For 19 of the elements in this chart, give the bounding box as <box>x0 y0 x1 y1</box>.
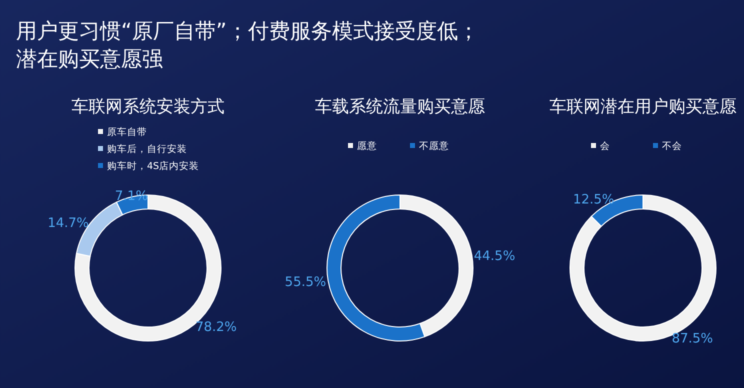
data-label: 12.5% <box>572 192 614 208</box>
legend-label: 不愿意 <box>419 140 449 152</box>
chart-title: 车联网系统安装方式 <box>72 97 224 117</box>
legend-label: 会 <box>600 140 610 152</box>
legend-label: 不会 <box>662 140 682 152</box>
data-label: 55.5% <box>284 274 326 290</box>
chart-title: 车联网潜在用户购买意愿 <box>550 97 736 117</box>
data-label: 44.5% <box>474 249 516 264</box>
legend-label: 购车时，4S店内安装 <box>107 160 200 172</box>
legend-label: 愿意 <box>357 140 377 152</box>
chart-title: 车载系统流量购买意愿 <box>315 97 485 117</box>
data-label: 78.2% <box>195 320 237 336</box>
legend-label: 原车自带 <box>107 126 147 138</box>
data-label: 87.5% <box>672 331 714 346</box>
text: 用户更习惯“原厂自带”；付费服务模式接受度低；潜在购买意愿强 <box>16 19 479 71</box>
data-label: 14.7% <box>48 216 89 231</box>
donut-slice <box>570 194 716 342</box>
data-label: 7.1% <box>114 188 148 204</box>
legend-label: 购车后，自行安装 <box>107 143 187 155</box>
